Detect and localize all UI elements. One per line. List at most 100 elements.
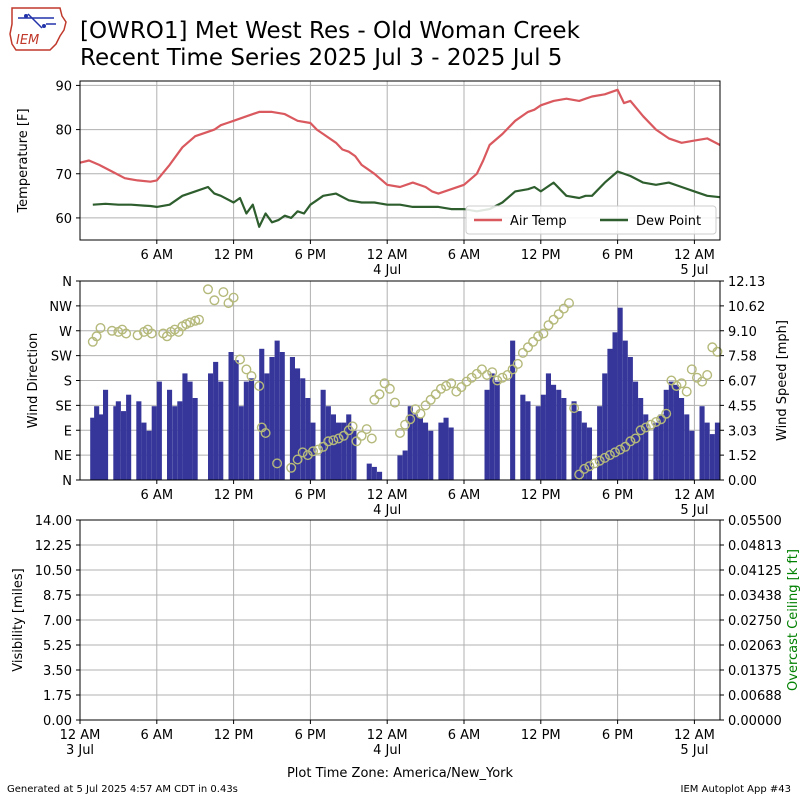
wind-speed-bar bbox=[366, 463, 372, 480]
temp-legend-box bbox=[465, 205, 717, 235]
vis-tick-label: 12.25 bbox=[35, 539, 72, 554]
wind-speed-bar bbox=[336, 422, 342, 480]
wind-speed-bar bbox=[638, 398, 644, 480]
vis-xtick-label: 6 AM bbox=[141, 728, 174, 743]
wind-speed-bar bbox=[494, 381, 500, 480]
vis-tick-label: 10.50 bbox=[35, 564, 72, 579]
vis-tick-label: 1.75 bbox=[43, 689, 72, 704]
ceiling-tick-label: 0.02063 bbox=[728, 639, 782, 654]
wind-direction-marker bbox=[604, 450, 615, 461]
ceiling-tick-label: 0.01375 bbox=[728, 664, 782, 679]
wind-direction-marker bbox=[686, 364, 697, 375]
wind-speed-bar bbox=[581, 422, 587, 480]
temp-ytick-label: 90 bbox=[55, 79, 72, 94]
wind-speed-bar bbox=[484, 389, 490, 480]
wind-speed-bar bbox=[172, 406, 178, 480]
wind-direction-marker bbox=[146, 328, 157, 339]
wind-speed-bar bbox=[612, 332, 618, 480]
wind-speed-tick-label: 7.58 bbox=[728, 350, 757, 365]
wind-speed-bar bbox=[556, 389, 562, 480]
wind-direction-marker bbox=[351, 436, 362, 447]
wind-speed-bar bbox=[228, 352, 234, 480]
wind-speed-bar bbox=[238, 406, 244, 480]
wind-speed-bar bbox=[622, 340, 628, 480]
wind-speed-bar bbox=[607, 348, 613, 480]
wind-direction-marker bbox=[246, 371, 257, 382]
wind-direction-marker bbox=[328, 435, 339, 446]
wind-direction-marker bbox=[297, 447, 308, 458]
wind-speed-bar bbox=[371, 466, 377, 480]
wind-dir-tick-label: S bbox=[64, 375, 72, 390]
wind-direction-marker bbox=[507, 364, 518, 375]
wind-speed-bar bbox=[417, 417, 423, 480]
air-temp-line bbox=[79, 88, 721, 195]
wind-speed-bar bbox=[213, 361, 219, 480]
wind-direction-marker bbox=[405, 414, 416, 425]
wind-direction-marker bbox=[615, 444, 626, 455]
wind-speed-bar bbox=[351, 430, 357, 480]
wind-speed-bar bbox=[325, 406, 331, 480]
wind-direction-marker bbox=[517, 347, 528, 358]
wind-speed-bar bbox=[438, 422, 444, 480]
wind-direction-marker bbox=[497, 372, 508, 383]
vis-xtick-label: 12 AM 4 Jul bbox=[367, 728, 408, 758]
wind-direction-marker bbox=[374, 389, 385, 400]
wind-speed-bar bbox=[673, 384, 679, 480]
wind-speed-bar bbox=[443, 417, 449, 480]
wind-direction-marker bbox=[502, 370, 513, 381]
wind-speed-bar bbox=[423, 422, 429, 480]
wind-dir-tick-label: W bbox=[59, 325, 72, 340]
wind-direction-marker bbox=[347, 421, 358, 432]
wind-speed-bar bbox=[167, 389, 173, 480]
wind-speed-tick-label: 3.03 bbox=[728, 424, 757, 439]
wind-xtick-label: 12 AM 5 Jul bbox=[674, 488, 715, 518]
wind-speed-bar bbox=[684, 414, 690, 480]
wind-direction-marker bbox=[441, 381, 452, 392]
wind-speed-bar bbox=[269, 357, 275, 480]
wind-speed-bar bbox=[617, 307, 623, 480]
wind-speed-bar bbox=[627, 357, 633, 480]
wind-direction-marker bbox=[292, 454, 303, 465]
wind-direction-marker bbox=[400, 419, 411, 430]
wind-direction-marker bbox=[640, 422, 651, 433]
wind-direction-marker bbox=[185, 317, 196, 328]
app-credit: IEM Autoplot App #43 bbox=[680, 784, 791, 795]
vis-ylabel: Visibility [miles] bbox=[11, 568, 26, 671]
wind-direction-marker bbox=[666, 375, 677, 386]
temp-ytick-label: 80 bbox=[55, 124, 72, 139]
temp-xtick-label: 12 PM bbox=[521, 248, 561, 263]
ceiling-tick-label: 0.00688 bbox=[728, 689, 782, 704]
time-zone-xlabel: Plot Time Zone: America/New_York bbox=[287, 766, 514, 781]
wind-direction-marker bbox=[620, 441, 631, 452]
wind-direction-marker bbox=[286, 462, 297, 473]
wind-direction-marker bbox=[395, 428, 406, 439]
vis-tick-label: 3.50 bbox=[43, 664, 72, 679]
wind-direction-marker bbox=[366, 433, 377, 444]
wind-speed-bar bbox=[141, 422, 147, 480]
wind-speed-bar bbox=[597, 406, 603, 480]
wind-dir-tick-label: SE bbox=[56, 399, 72, 414]
vis-tick-label: 14.00 bbox=[35, 514, 72, 529]
wind-dir-tick-label: N bbox=[62, 275, 72, 290]
wind-dir-tick-label: SW bbox=[51, 350, 72, 365]
wind-speed-bar bbox=[310, 422, 316, 480]
wind-direction-marker bbox=[121, 328, 132, 339]
wind-speed-bar bbox=[510, 340, 516, 480]
wind-direction-marker bbox=[523, 342, 534, 353]
wind-speed-bar bbox=[643, 414, 649, 480]
wind-speed-bar bbox=[551, 384, 557, 480]
temp-xtick-label: 12 PM bbox=[214, 248, 254, 263]
wind-speed-bar bbox=[320, 389, 326, 480]
ceiling-tick-label: 0.04813 bbox=[728, 539, 782, 554]
wind-speed-bar bbox=[699, 406, 705, 480]
wind-speed-bar bbox=[341, 422, 347, 480]
wind-direction-marker bbox=[594, 455, 605, 466]
wind-direction-marker bbox=[630, 433, 641, 444]
wind-speed-bar bbox=[412, 414, 418, 480]
wind-speed-bar bbox=[264, 373, 270, 480]
wind-speed-bar bbox=[151, 406, 157, 480]
wind-direction-marker bbox=[651, 417, 662, 428]
wind-speed-bar bbox=[535, 406, 541, 480]
wind-dir-tick-label: E bbox=[64, 424, 72, 439]
wind-speed-bar bbox=[274, 340, 280, 480]
